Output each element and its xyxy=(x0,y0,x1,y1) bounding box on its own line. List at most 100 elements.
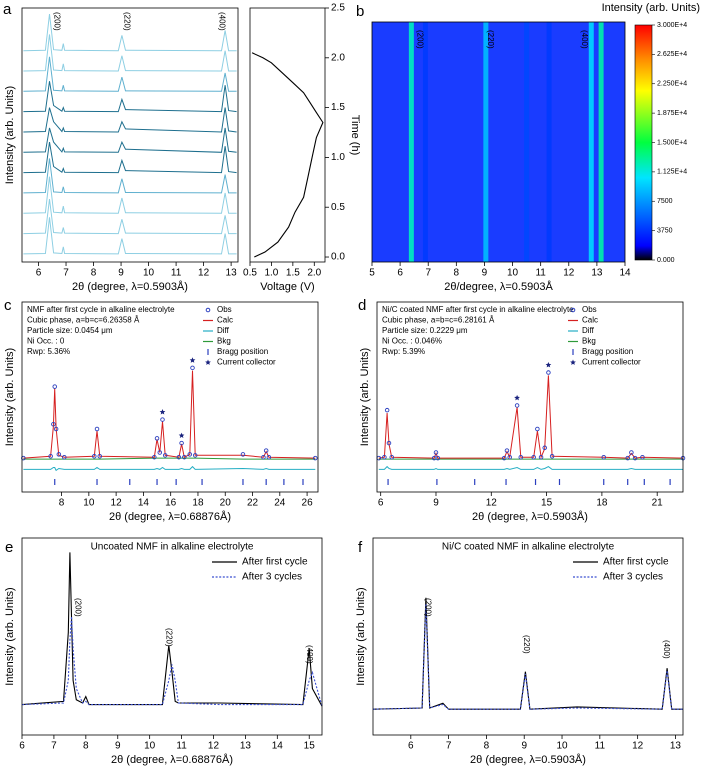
pattern-line xyxy=(23,81,237,113)
x-axis-label: 2θ (degree, λ=0.68876Å) xyxy=(109,510,231,523)
x-tick-label: 11 xyxy=(171,268,182,279)
obs-point xyxy=(514,403,520,408)
pattern-line xyxy=(23,158,237,194)
y-tick-label: 2.5 xyxy=(331,3,345,14)
y-axis-label: Intensity (arb. Units) xyxy=(4,348,16,446)
x-axis-label: 2θ (degree, λ=0.5903Å) xyxy=(470,753,586,766)
x-tick-label: 15 xyxy=(541,498,553,509)
x-tick-label: 13 xyxy=(240,741,252,752)
obs-point xyxy=(53,426,59,432)
data-line xyxy=(21,552,323,707)
obs-point xyxy=(625,455,630,461)
x-tick-label: 13 xyxy=(670,741,682,752)
plot-frame xyxy=(21,7,239,263)
x-tick-label: 10 xyxy=(143,268,155,279)
panel-label: e xyxy=(5,539,13,556)
info-text: Particle size: 0.2229 μm xyxy=(382,326,468,335)
info-text: Cubic phase, a=b=c=6.28161 Å xyxy=(382,316,495,325)
x-tick-label: 1.0 xyxy=(264,268,278,279)
x-axis-label: Voltage (V) xyxy=(260,281,314,293)
x-axis-label: 2θ (degree, λ=0.68876Å) xyxy=(111,753,233,766)
heatmap-stripe xyxy=(422,22,428,262)
info-text: NMF after first cycle in alkaline electr… xyxy=(27,305,175,314)
legend-label: Current collector xyxy=(582,358,641,367)
obs-point xyxy=(601,454,606,460)
collector-marker xyxy=(545,362,552,368)
peak-annotation: (400) xyxy=(305,645,314,664)
plot-frame xyxy=(21,301,319,493)
x-tick-label: 8 xyxy=(59,498,65,509)
calc-line xyxy=(378,375,684,460)
y-axis-label: Intensity (arb. Units) xyxy=(355,587,367,685)
obs-point xyxy=(51,422,56,427)
plot-frame xyxy=(249,7,326,263)
x-tick-label: 9 xyxy=(521,741,527,752)
peak-annotation: (220) xyxy=(522,635,531,654)
legend-label: Diff xyxy=(582,326,595,335)
colorbar-title: Intensity (arb. Units) xyxy=(602,2,700,14)
obs-point xyxy=(21,455,26,461)
peak-annotation: (200) xyxy=(416,30,425,49)
y-tick-label: 1.0 xyxy=(331,152,345,163)
y-tick-label: 0.0 xyxy=(331,252,345,263)
peak-annotation: (400) xyxy=(662,640,671,659)
obs-point xyxy=(433,450,439,455)
obs-point xyxy=(94,426,100,432)
x-tick-label: 10 xyxy=(507,268,519,279)
x-tick-label: 14 xyxy=(138,498,150,509)
peak-annotation: (400) xyxy=(217,12,226,31)
obs-point xyxy=(531,454,536,460)
obs-point xyxy=(389,454,394,460)
obs-point xyxy=(192,453,198,458)
y-axis-label: Intensity (arb. Units) xyxy=(4,86,16,184)
info-text: Ni Occ. : 0 xyxy=(27,337,65,346)
obs-point xyxy=(162,453,168,458)
legend-symbol xyxy=(205,307,211,313)
colorbar-tick-label: 1.125E+4 xyxy=(657,169,687,176)
y-tick-label: 0.5 xyxy=(331,202,345,213)
x-tick-label: 15 xyxy=(304,741,316,752)
x-tick-label: 1.5 xyxy=(286,268,300,279)
legend-label: After 3 cycles xyxy=(242,572,302,583)
legend-label: Bragg position xyxy=(217,347,268,356)
x-tick-label: 7 xyxy=(51,741,57,752)
colorbar-tick-label: 3.000E+4 xyxy=(657,22,687,29)
pattern-line xyxy=(23,14,237,52)
x-tick-label: 8 xyxy=(484,741,490,752)
colorbar-tick-label: 1.875E+4 xyxy=(657,110,687,117)
obs-point xyxy=(549,454,555,459)
x-tick-label: 10 xyxy=(556,741,568,752)
obs-point xyxy=(313,455,318,461)
obs-point xyxy=(504,448,510,453)
obs-point xyxy=(535,426,540,432)
legend-symbol xyxy=(205,359,211,365)
pattern-line xyxy=(23,56,237,92)
pattern-line xyxy=(23,127,237,153)
data-line xyxy=(372,603,683,710)
x-tick-label: 14 xyxy=(619,268,631,279)
peak-annotation: (200) xyxy=(74,598,83,617)
colorbar-tick-label: 1.500E+4 xyxy=(657,139,687,146)
collector-marker xyxy=(159,409,166,415)
x-tick-label: 9 xyxy=(433,498,439,509)
x-tick-label: 10 xyxy=(83,498,95,509)
obs-point xyxy=(52,384,57,389)
obs-point xyxy=(179,440,184,446)
colorbar-tick-label: 0.000 xyxy=(657,257,675,264)
panel-label: b xyxy=(356,3,364,20)
data-line xyxy=(251,52,324,258)
x-tick-label: 6 xyxy=(408,741,414,752)
pattern-line xyxy=(23,198,237,235)
chart-title: Uncoated NMF in alkaline electrolyte xyxy=(91,542,254,553)
info-text: Rwp: 5.36% xyxy=(27,347,70,356)
x-tick-label: 18 xyxy=(596,498,608,509)
obs-point xyxy=(629,450,634,455)
peak-annotation: (220) xyxy=(122,12,131,31)
x-tick-label: 24 xyxy=(274,498,286,509)
peak-annotation: (220) xyxy=(486,30,495,49)
obs-point xyxy=(266,454,272,460)
legend-label: Bkg xyxy=(217,337,231,346)
obs-point xyxy=(507,454,512,460)
collector-marker xyxy=(178,432,185,438)
obs-point xyxy=(154,436,160,441)
